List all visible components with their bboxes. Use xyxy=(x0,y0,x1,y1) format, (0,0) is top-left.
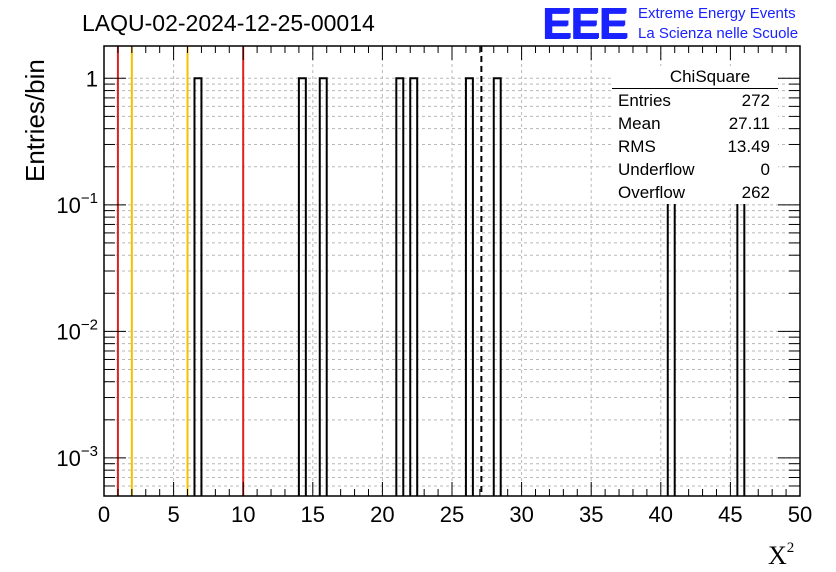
x-tick-label: 35 xyxy=(579,502,603,527)
histogram-bar xyxy=(318,77,328,496)
stats-row-mean: Mean 27.11 xyxy=(612,112,778,135)
x-axis-label: X2 xyxy=(768,540,794,571)
y-tick-label: 10−1 xyxy=(56,190,98,218)
stats-row-overflow: Overflow 262 xyxy=(612,181,778,204)
stats-title: ChiSquare xyxy=(612,66,778,89)
reference-lines xyxy=(116,46,483,496)
stats-value: 13.49 xyxy=(727,137,770,156)
x-axis-label-superscript: 2 xyxy=(786,540,795,556)
x-tick-label: 50 xyxy=(788,502,812,527)
y-tick-labels: 10−310−210−11 xyxy=(56,66,98,471)
stats-value: 0 xyxy=(760,160,770,179)
y-tick-exponent: −1 xyxy=(81,190,98,207)
stats-row-underflow: Underflow 0 xyxy=(612,158,778,181)
y-tick-mantissa: 10 xyxy=(56,319,80,344)
y-tick-mantissa: 10 xyxy=(56,193,80,218)
histogram-bar xyxy=(492,77,502,496)
grid xyxy=(104,46,800,497)
y-tick-label: 1 xyxy=(86,66,98,91)
eee-logo: EEE xyxy=(542,0,628,48)
stats-row-rms: RMS 13.49 xyxy=(612,135,778,158)
histogram-bar xyxy=(395,77,405,496)
y-tick-mantissa: 1 xyxy=(86,66,98,91)
stats-box: ChiSquare Entries 272 Mean 27.11 RMS 13.49 Und… xyxy=(612,66,778,204)
logo-line-1: Extreme Energy Events xyxy=(638,5,796,22)
x-tick-label: 30 xyxy=(509,502,533,527)
chart-title: LAQU-02-2024-12-25-00014 xyxy=(82,10,375,36)
stats-row-entries: Entries 272 xyxy=(612,89,778,112)
y-axis-label: Entries/bin xyxy=(20,59,50,182)
stats-label: Underflow xyxy=(618,160,695,179)
x-tick-label: 40 xyxy=(649,502,673,527)
x-tick-labels: 0 5 10 15 20 25 30 35 40 45 50 xyxy=(98,502,812,527)
x-tick-label: 0 xyxy=(98,502,110,527)
histogram-bar xyxy=(409,77,419,496)
logo-line-2: La Scienza nelle Scuole xyxy=(638,25,799,42)
histogram-bar xyxy=(193,77,203,496)
histogram-bar xyxy=(297,77,307,496)
x-axis-label-base: X xyxy=(768,541,787,570)
x-tick-label: 5 xyxy=(167,502,179,527)
stats-value: 262 xyxy=(741,183,770,202)
y-tick-label: 10−3 xyxy=(56,443,98,471)
stats-label: Overflow xyxy=(618,183,686,202)
plot-frame xyxy=(103,45,801,497)
x-tick-label: 45 xyxy=(718,502,742,527)
y-tick-exponent: −2 xyxy=(81,316,98,333)
x-tick-label: 20 xyxy=(370,502,394,527)
stats-label: Entries xyxy=(618,91,671,110)
y-tick-exponent: −3 xyxy=(81,443,98,460)
stats-value: 272 xyxy=(741,91,770,110)
x-tick-label: 10 xyxy=(231,502,255,527)
stats-value: 27.11 xyxy=(728,114,770,133)
x-tick-label: 25 xyxy=(440,502,464,527)
x-tick-label: 15 xyxy=(301,502,325,527)
stats-rows: Entries 272 Mean 27.11 RMS 13.49 Underflow 0 Ove… xyxy=(612,89,778,204)
stats-label: RMS xyxy=(618,137,656,156)
histogram-bar xyxy=(464,77,474,496)
y-tick-mantissa: 10 xyxy=(56,446,80,471)
stats-label: Mean xyxy=(618,114,661,133)
y-tick-label: 10−2 xyxy=(56,316,98,344)
